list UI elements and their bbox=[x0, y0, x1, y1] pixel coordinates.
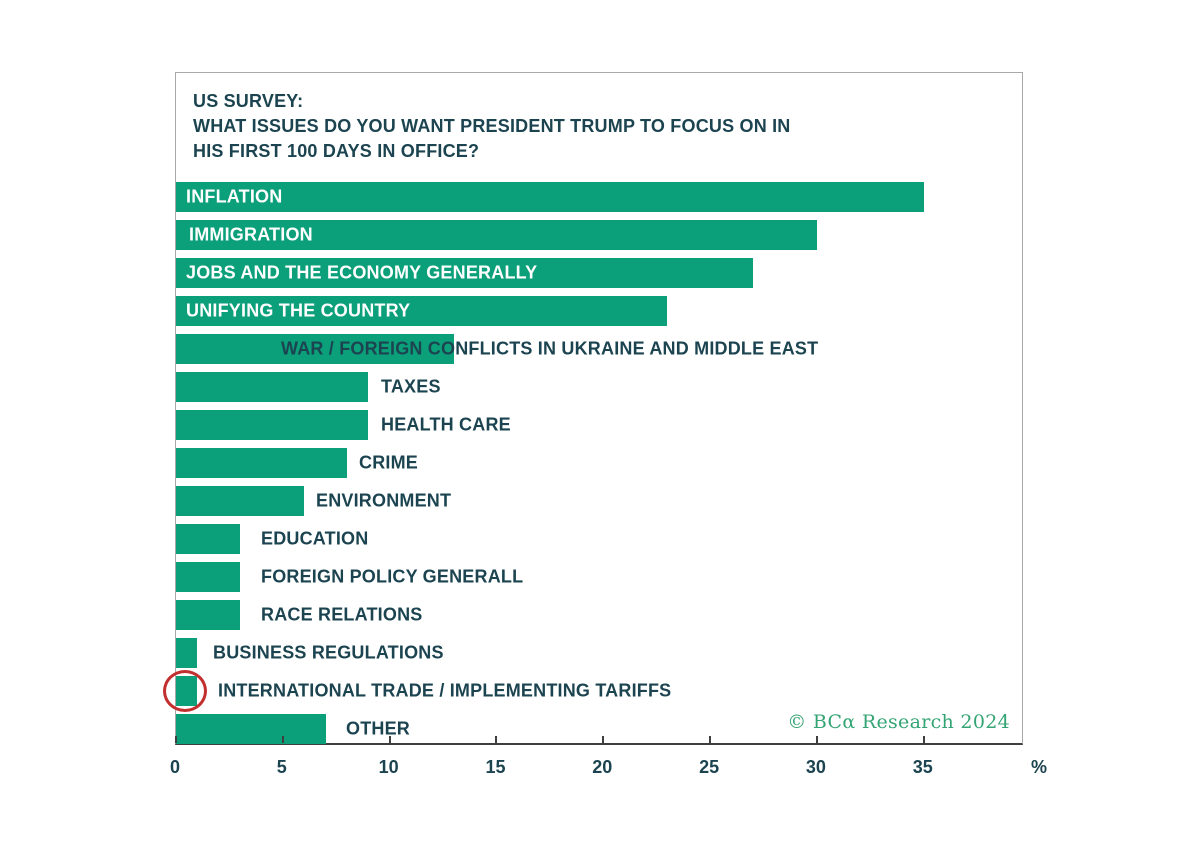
bar-label: INTERNATIONAL TRADE / IMPLEMENTING TARIF… bbox=[218, 680, 672, 701]
bar bbox=[176, 258, 753, 288]
x-axis-tick bbox=[709, 736, 712, 743]
bar-label: CRIME bbox=[359, 452, 418, 473]
x-axis-tick bbox=[281, 736, 284, 743]
bar-row: RACE RELATIONS bbox=[176, 600, 1022, 630]
bar-row: OTHER bbox=[176, 714, 1022, 744]
bar-label: OTHER bbox=[346, 718, 410, 739]
bar-row: WAR / FOREIGN CONFLICTS IN UKRAINE AND M… bbox=[176, 334, 1022, 364]
x-axis-tick bbox=[495, 736, 498, 743]
x-axis-unit-label: % bbox=[1031, 757, 1048, 777]
chart-title-line: US SURVEY: bbox=[193, 91, 304, 111]
bar-row: BUSINESS REGULATIONS bbox=[176, 638, 1022, 668]
bar-row: TAXES bbox=[176, 372, 1022, 402]
x-tick-label: 35 bbox=[912, 757, 933, 777]
bar-label: FOREIGN POLICY GENERALL bbox=[261, 566, 524, 587]
bar bbox=[176, 448, 347, 478]
bar bbox=[176, 638, 198, 668]
x-axis-tick bbox=[175, 736, 177, 743]
bar bbox=[176, 220, 817, 250]
bar-label: ENVIRONMENT bbox=[316, 490, 452, 511]
bar-row: EDUCATION bbox=[176, 524, 1022, 554]
bar-row: UNIFYING THE COUNTRY bbox=[176, 296, 1022, 326]
x-tick-label: 15 bbox=[485, 757, 506, 777]
bar bbox=[176, 372, 369, 402]
bar-label: HEALTH CARE bbox=[381, 414, 511, 435]
bar-row: FOREIGN POLICY GENERALL bbox=[176, 562, 1022, 592]
bar bbox=[176, 524, 241, 554]
bar-row: HEALTH CARE bbox=[176, 410, 1022, 440]
bar bbox=[176, 714, 326, 744]
x-axis-tick bbox=[388, 736, 391, 743]
bar bbox=[176, 182, 924, 212]
bar-label: BUSINESS REGULATIONS bbox=[213, 642, 444, 663]
bar-label: WAR / FOREIGN CONFLICTS IN UKRAINE AND M… bbox=[281, 338, 819, 359]
bar-label: JOBS AND THE ECONOMY GENERALLY bbox=[186, 262, 538, 283]
bar-label: TAXES bbox=[381, 376, 441, 397]
x-tick-label: 5 bbox=[276, 757, 287, 777]
x-tick-label: 25 bbox=[699, 757, 720, 777]
highlight-circle-annotation bbox=[163, 670, 207, 712]
bar-row: INFLATION bbox=[176, 182, 1022, 212]
copyright-credit: © BCα Research 2024 bbox=[787, 711, 1010, 733]
x-axis-tick bbox=[922, 736, 925, 743]
bar-label: INFLATION bbox=[186, 186, 283, 207]
bar-label: EDUCATION bbox=[261, 528, 369, 549]
bar bbox=[176, 334, 454, 364]
bar-row: INTERNATIONAL TRADE / IMPLEMENTING TARIF… bbox=[176, 676, 1022, 706]
bar-label: UNIFYING THE COUNTRY bbox=[186, 300, 411, 321]
bar bbox=[176, 410, 369, 440]
x-tick-label: 0 bbox=[169, 757, 180, 777]
bar-row: JOBS AND THE ECONOMY GENERALLY bbox=[176, 258, 1022, 288]
bar-label: RACE RELATIONS bbox=[261, 604, 423, 625]
bar-row: CRIME bbox=[176, 448, 1022, 478]
bar bbox=[176, 600, 241, 630]
chart-title-line: WHAT ISSUES DO YOU WANT PRESIDENT TRUMP … bbox=[193, 116, 791, 136]
x-tick-label: 30 bbox=[805, 757, 826, 777]
bar-row: IMMIGRATION bbox=[176, 220, 1022, 250]
bar-row: ENVIRONMENT bbox=[176, 486, 1022, 516]
x-tick-label: 20 bbox=[592, 757, 613, 777]
x-axis-tick bbox=[602, 736, 605, 743]
bar bbox=[176, 562, 241, 592]
x-axis-tick bbox=[815, 736, 818, 743]
bar bbox=[176, 296, 668, 326]
chart-frame: US SURVEY: WHAT ISSUES DO YOU WANT PRESI… bbox=[163, 72, 1023, 745]
x-tick-label: 10 bbox=[378, 757, 399, 777]
bar-label: IMMIGRATION bbox=[189, 224, 313, 245]
bar bbox=[176, 486, 305, 516]
chart-title-line: HIS FIRST 100 DAYS IN OFFICE? bbox=[193, 141, 480, 161]
chart-title: US SURVEY: WHAT ISSUES DO YOU WANT PRESI… bbox=[193, 89, 791, 164]
